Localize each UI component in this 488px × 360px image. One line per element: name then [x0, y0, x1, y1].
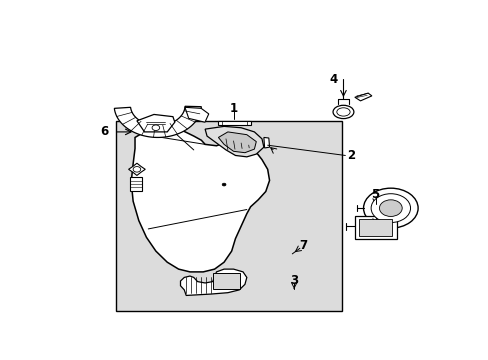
Text: 2: 2 [346, 149, 355, 162]
Text: 7: 7 [299, 239, 307, 252]
Text: 1: 1 [229, 102, 237, 115]
Polygon shape [114, 106, 201, 138]
Polygon shape [180, 269, 246, 296]
Polygon shape [354, 93, 371, 101]
Polygon shape [128, 163, 145, 175]
FancyBboxPatch shape [359, 219, 391, 236]
FancyBboxPatch shape [354, 216, 396, 239]
Polygon shape [218, 132, 256, 153]
Circle shape [222, 183, 225, 186]
Polygon shape [131, 128, 269, 272]
Text: 3: 3 [289, 274, 298, 287]
Ellipse shape [332, 105, 353, 118]
Text: 4: 4 [329, 73, 337, 86]
Circle shape [363, 188, 417, 228]
Polygon shape [137, 114, 175, 132]
Circle shape [152, 125, 159, 131]
Circle shape [370, 194, 410, 222]
Circle shape [133, 167, 141, 172]
Ellipse shape [336, 108, 349, 116]
FancyBboxPatch shape [212, 273, 240, 288]
Polygon shape [264, 138, 269, 148]
FancyBboxPatch shape [116, 121, 341, 311]
Polygon shape [184, 107, 208, 122]
Circle shape [379, 200, 401, 216]
Text: 5: 5 [371, 188, 379, 201]
Text: 6: 6 [101, 125, 109, 138]
FancyBboxPatch shape [130, 177, 142, 191]
FancyBboxPatch shape [218, 121, 250, 125]
Polygon shape [205, 126, 264, 157]
